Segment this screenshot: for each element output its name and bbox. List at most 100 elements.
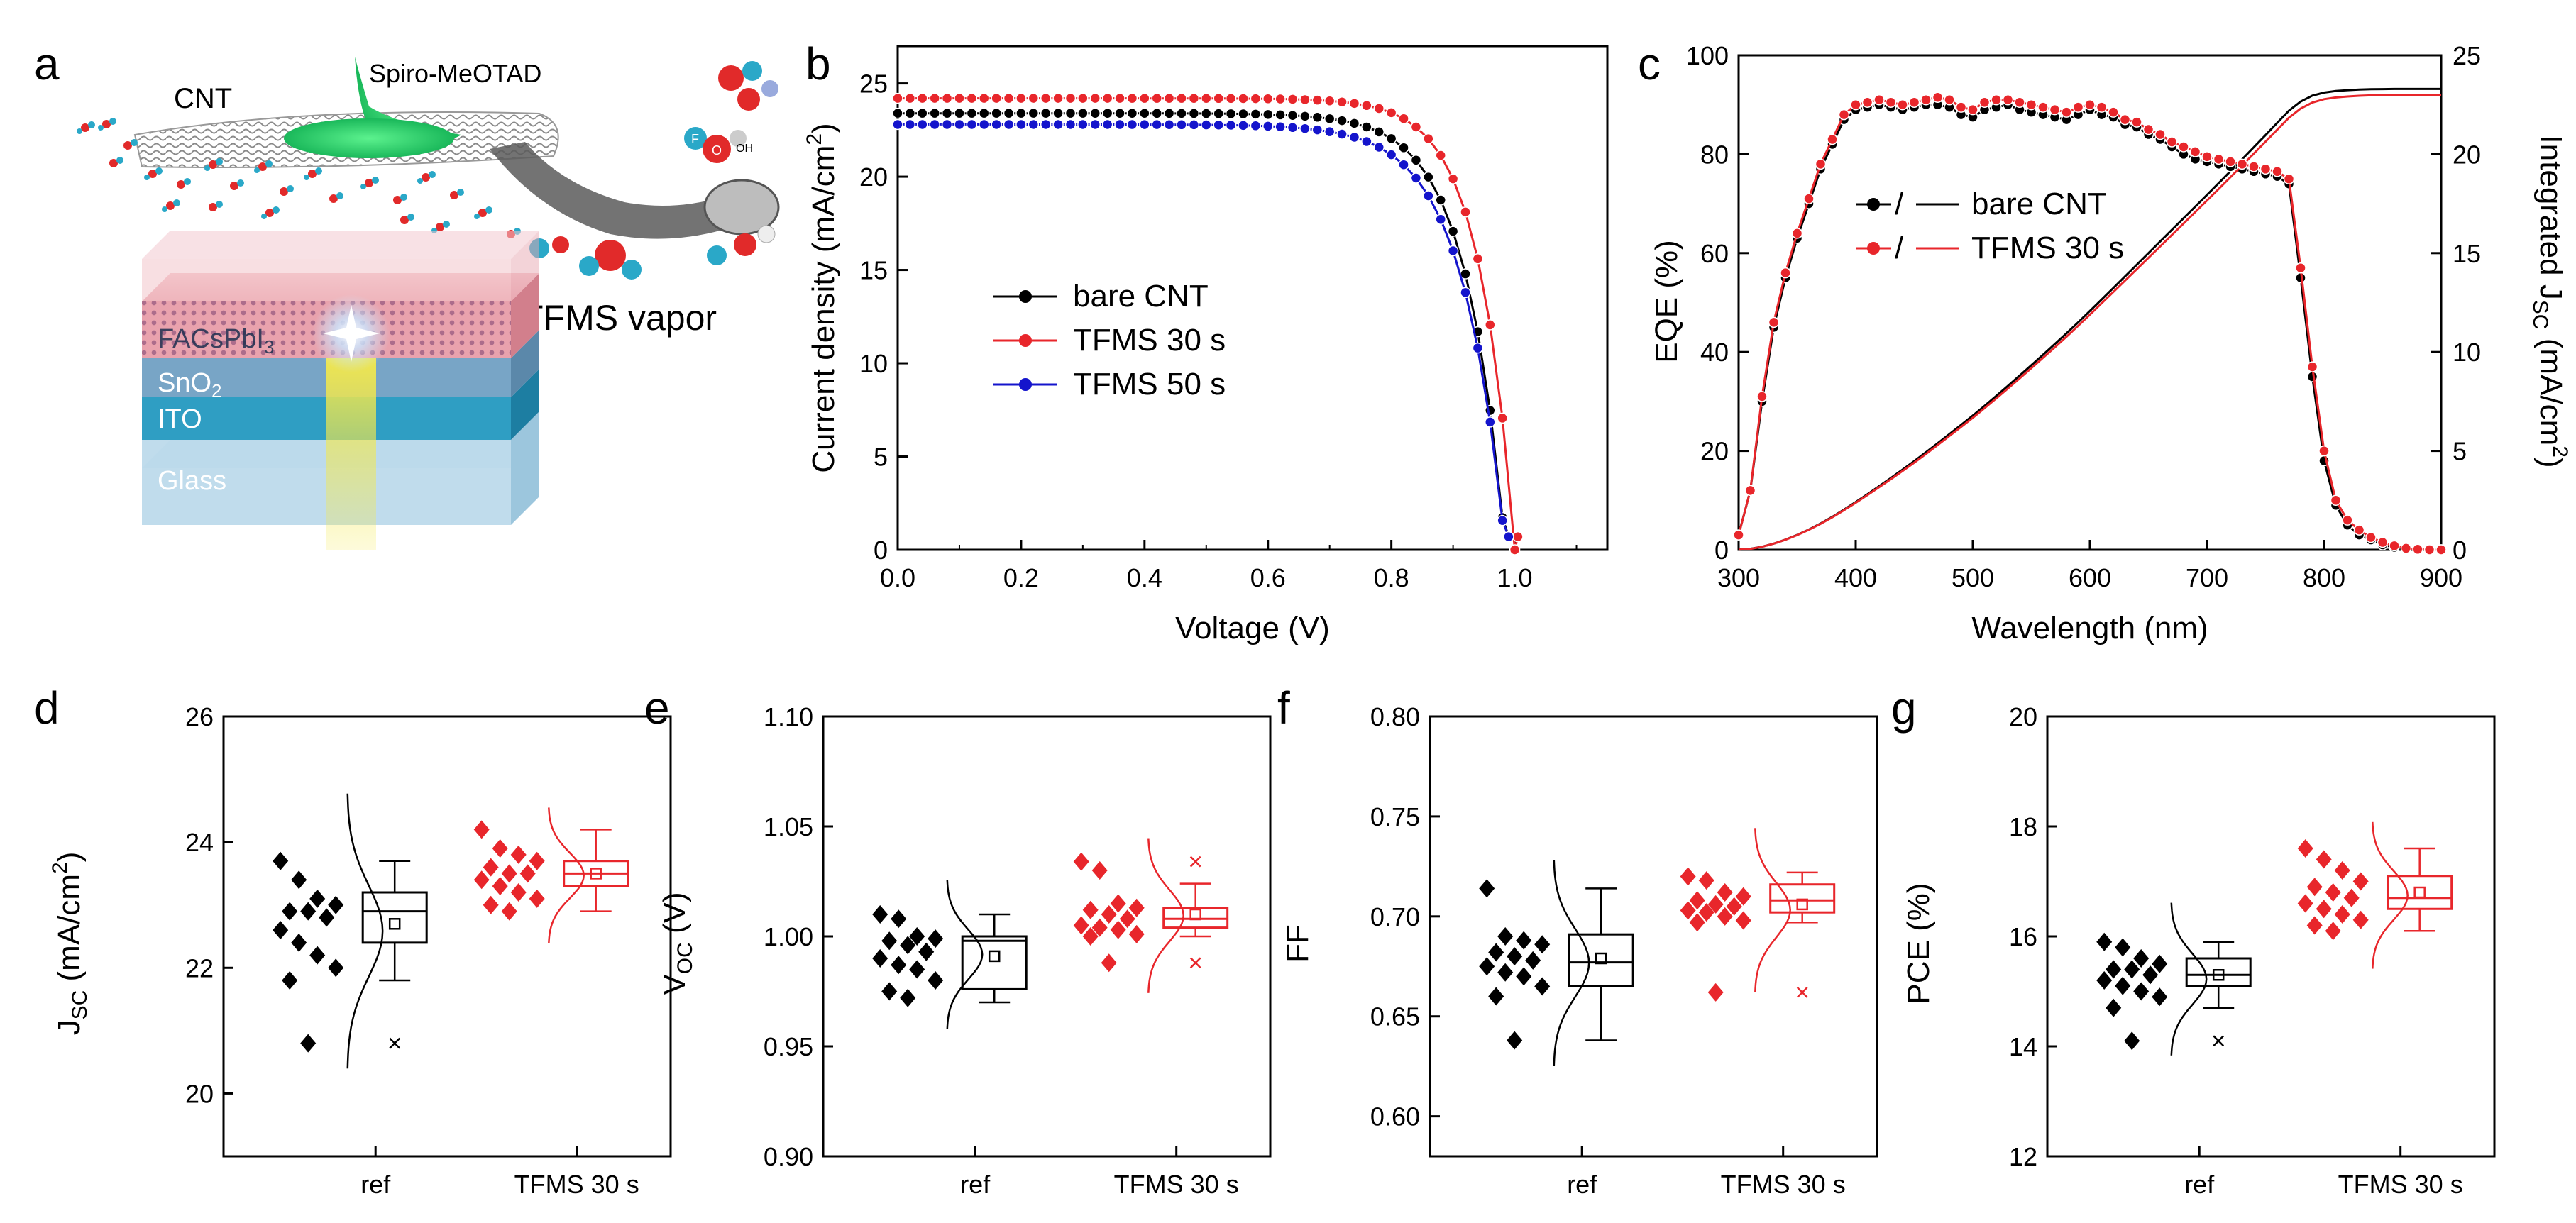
f-ylabel: FF <box>1280 924 1315 963</box>
b-point <box>904 118 916 131</box>
b-point <box>1015 118 1027 131</box>
c-xtick-label: 500 <box>1952 563 1994 592</box>
c-point <box>2108 106 2119 118</box>
c-point <box>1756 391 1768 402</box>
e-data-point <box>918 942 935 961</box>
f-plot-frame <box>1429 715 1878 1158</box>
b-point <box>1497 514 1508 526</box>
b-point <box>1509 544 1521 555</box>
c-eqe-line-0 <box>1737 104 2441 551</box>
f-data-point <box>1680 901 1696 920</box>
vapor-atom <box>308 170 317 178</box>
b-point <box>966 107 978 119</box>
d-data-point <box>273 851 289 870</box>
d-ytick-label: 24 <box>185 828 214 857</box>
c-point <box>1978 96 1991 108</box>
b-point <box>1435 194 1446 206</box>
g-xtick-label: ref <box>2184 1170 2215 1199</box>
b-legend-label: TFMS 50 s <box>1073 367 1226 402</box>
b-point <box>1151 108 1162 119</box>
c-xtick-label: 700 <box>2186 563 2228 592</box>
b-legend-label: bare CNT <box>1073 279 1209 314</box>
c-point <box>2213 153 2225 165</box>
b-point <box>1361 121 1372 133</box>
e-xtick-label: ref <box>960 1170 991 1199</box>
c-point <box>2119 114 2131 126</box>
vapor-atom <box>273 206 280 214</box>
e-data-point <box>881 931 898 951</box>
c-point <box>2435 544 2447 555</box>
g-data-point <box>2334 905 2350 924</box>
b-point <box>1299 94 1311 106</box>
spiro-label: Spiro-MeOTAD <box>369 59 541 88</box>
f-mean-marker <box>1595 952 1607 965</box>
f-data-point <box>1534 935 1551 954</box>
vapor-atom <box>422 173 430 182</box>
vapor-atom <box>184 178 191 185</box>
b-point <box>1089 118 1101 131</box>
c-point <box>2318 445 2330 457</box>
f-data-point <box>1488 987 1504 1006</box>
f-data-point <box>1707 983 1724 1002</box>
panel-a: a CNT Spiro-MeOTAD TFMS vapor F O OH <box>34 38 780 550</box>
b-point <box>1435 150 1446 161</box>
b-ytick-label: 5 <box>874 443 888 472</box>
b-point <box>1323 95 1336 106</box>
c-point <box>2178 141 2189 153</box>
b-xtick-label: 0.2 <box>1003 563 1039 592</box>
vapor-atom <box>360 184 366 189</box>
c-legend-slash: / <box>1895 231 1904 265</box>
b-point <box>1188 92 1200 104</box>
c-point <box>2084 99 2096 111</box>
b-point <box>1213 93 1224 104</box>
d-data-point <box>483 858 499 877</box>
e-ytick-label: 0.95 <box>764 1032 813 1061</box>
d-ytick-label: 20 <box>185 1079 214 1108</box>
vapor-atom <box>98 125 104 131</box>
c-point <box>2189 146 2201 157</box>
c-point <box>2306 361 2318 372</box>
c-point <box>1920 94 1932 106</box>
b-point <box>1028 107 1040 119</box>
b-point <box>1485 416 1496 428</box>
d-box <box>361 891 428 944</box>
b-point <box>1262 109 1274 121</box>
c-point <box>2131 116 2142 128</box>
c-point <box>2330 494 2342 507</box>
vapor-atom <box>177 180 185 189</box>
vapor-atom <box>102 120 111 128</box>
d-data-point <box>501 864 517 883</box>
f-xtick-label: TFMS 30 s <box>1721 1170 1846 1199</box>
vapor-atom <box>230 182 238 190</box>
vapor-atom <box>144 175 150 180</box>
e-box <box>1162 907 1229 929</box>
b-point <box>1460 287 1471 299</box>
b-point <box>1311 94 1323 106</box>
b-point <box>1139 107 1150 119</box>
g-xtick-label: TFMS 30 s <box>2338 1170 2463 1199</box>
f-data-point <box>1698 903 1714 922</box>
b-point <box>1238 93 1249 104</box>
b-point <box>991 118 1002 131</box>
b-point <box>1052 118 1064 131</box>
c-y2tick-label: 0 <box>2453 536 2467 565</box>
c-point <box>1815 158 1827 170</box>
scattered-molecules <box>77 118 521 238</box>
c-point <box>1780 267 1791 279</box>
b-point <box>1361 135 1372 148</box>
b-legend-marker <box>1019 378 1032 391</box>
vapor-atom <box>216 158 223 165</box>
c-point <box>2377 536 2389 548</box>
vapor-atom <box>474 214 480 219</box>
e-ytick-label: 1.00 <box>764 922 813 951</box>
vapor-atom <box>336 192 343 199</box>
b-point <box>1201 108 1212 119</box>
b-point <box>1460 206 1471 218</box>
c-point <box>2061 106 2072 118</box>
b-point <box>1114 92 1125 104</box>
f-xtick-label: ref <box>1567 1170 1597 1199</box>
f-data-point <box>1726 897 1742 916</box>
b-point <box>991 92 1002 104</box>
c-point <box>2025 99 2037 111</box>
b-point <box>1028 92 1040 104</box>
